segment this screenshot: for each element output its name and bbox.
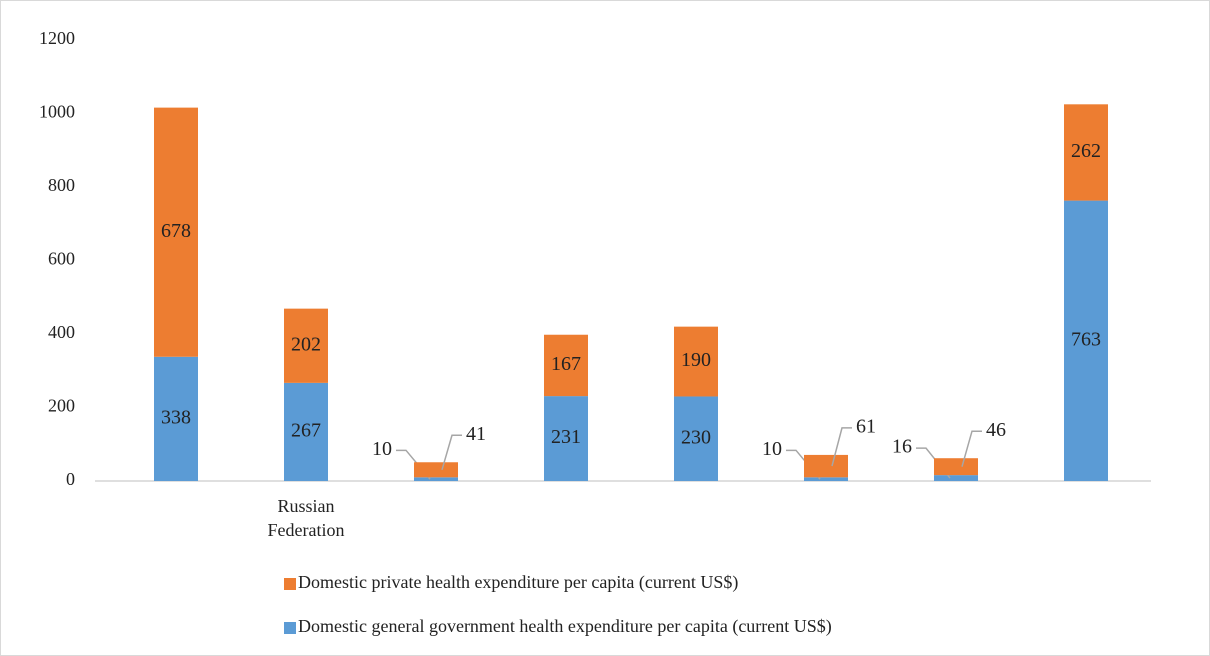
leader-line (441, 434, 462, 470)
y-tick-label: 800 (48, 175, 75, 195)
data-label: 231 (551, 426, 581, 448)
data-label: 10 (372, 438, 392, 460)
legend-label: Domestic general government health expen… (298, 616, 832, 637)
y-tick-label: 200 (48, 396, 75, 416)
legend-label: Domestic private health expenditure per … (298, 572, 738, 593)
leader-line (961, 430, 982, 467)
x-tick-label-line: Federation (268, 520, 345, 540)
bar-segment (414, 462, 458, 478)
y-tick-label: 1000 (39, 102, 75, 122)
bar-segment (1064, 104, 1108, 201)
data-label: 202 (291, 333, 321, 355)
bar-segment (674, 396, 718, 481)
data-label: 230 (681, 426, 711, 448)
data-label: 267 (291, 420, 321, 442)
leader-line (831, 427, 852, 467)
data-label: 16 (892, 436, 912, 458)
bar-segment (414, 477, 458, 481)
bar-segment (284, 382, 328, 481)
bar-segment (934, 458, 978, 476)
y-tick-label: 0 (66, 469, 75, 489)
data-label: 41 (466, 423, 486, 445)
data-label: 190 (681, 349, 711, 371)
x-tick-label: Russian Federation (268, 496, 345, 540)
bar-segment (804, 477, 848, 481)
bar-segment (154, 356, 198, 481)
data-label: 262 (1071, 140, 1101, 162)
bar-segment (284, 308, 328, 383)
data-label: 61 (856, 416, 876, 438)
bar-segment (1064, 200, 1108, 481)
data-label: 338 (161, 406, 191, 428)
data-label: 167 (551, 353, 581, 375)
bar-segment (154, 107, 198, 357)
bar-segment (544, 396, 588, 481)
bar-segment (804, 454, 848, 478)
y-tick-label: 400 (48, 322, 75, 342)
x-tick-label-line: Russian (277, 496, 334, 516)
legend-swatch (284, 622, 296, 634)
data-label: 10 (762, 438, 782, 460)
legend-swatch (284, 578, 296, 590)
bar-segment (674, 326, 718, 397)
data-label: 46 (986, 419, 1006, 441)
data-label: 678 (161, 220, 191, 242)
bar-segment (544, 334, 588, 397)
y-tick-label: 1200 (39, 28, 75, 48)
data-label: 763 (1071, 328, 1101, 350)
y-tick-label: 600 (48, 249, 75, 269)
bar-segment (934, 475, 978, 481)
